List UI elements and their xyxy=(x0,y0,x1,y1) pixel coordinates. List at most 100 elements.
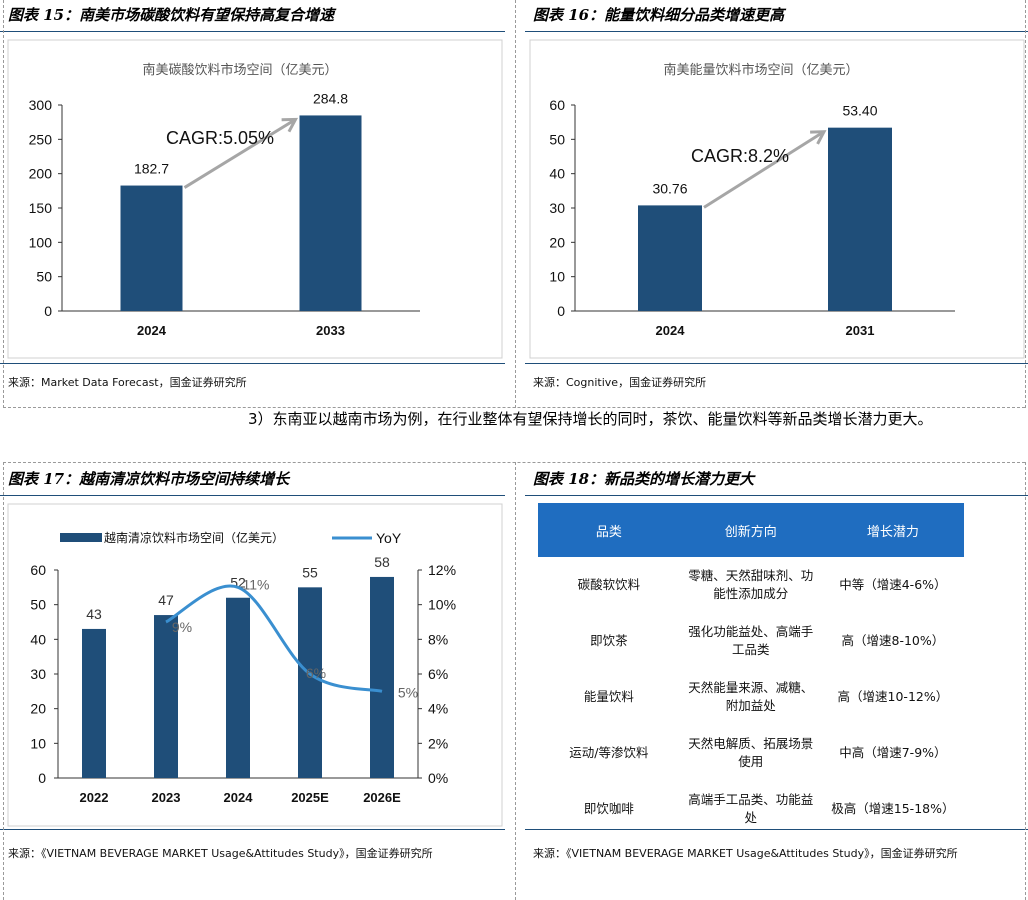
y-tick-label-left: 20 xyxy=(30,701,46,717)
y-tick-label: 20 xyxy=(549,234,565,250)
figure-15-title: 图表 15：南美市场碳酸饮料有望保持高复合增速 xyxy=(8,6,335,24)
y-tick-label-left: 40 xyxy=(30,631,46,647)
yoy-data-label: 9% xyxy=(172,619,192,635)
figure-16-chart: 南美能量饮料市场空间（亿美元） 0 10 20 30 40 50 60 30.76 2024 53.… xyxy=(529,39,1025,359)
y-tick-label-right: 12% xyxy=(428,562,456,578)
figure-17-title: 图表 17：越南清凉饮料市场空间持续增长 xyxy=(8,470,290,488)
table-row: 即饮茶 强化功能益处、高端手工品类 高（增速8-10%） xyxy=(538,613,964,669)
figure-16-source: 来源：Cognitive，国金证券研究所 xyxy=(533,376,707,389)
figure-17-panel: 图表 17：越南清凉饮料市场空间持续增长 越南清凉饮料市场空间（亿美元） YoY 0… xyxy=(0,462,505,900)
x-tick-label: 2022 xyxy=(80,790,109,805)
bar xyxy=(226,597,250,778)
y-tick-label: 40 xyxy=(549,166,565,182)
figure-16-top-rule xyxy=(525,31,1028,32)
y-tick-label-right: 4% xyxy=(428,701,448,717)
cagr-arrow-head xyxy=(281,117,299,133)
y-tick-label: 0 xyxy=(557,303,565,319)
plot-frame xyxy=(529,39,1025,359)
x-tick-label: 2023 xyxy=(152,790,181,805)
chart-title: 南美能量饮料市场空间（亿美元） xyxy=(663,62,858,77)
y-tick-label-left: 50 xyxy=(30,597,46,613)
figure-16-title: 图表 16：能量饮料细分品类增速更高 xyxy=(533,6,785,24)
legend-bar-swatch xyxy=(60,533,102,542)
cagr-annotation: CAGR:8.2% xyxy=(691,146,789,166)
figure-16-panel: 图表 16：能量饮料细分品类增速更高 南美能量饮料市场空间（亿美元） 0 10 20 3… xyxy=(525,0,1028,410)
cagr-annotation: CAGR:5.05% xyxy=(166,128,274,148)
x-tick-label: 2024 xyxy=(656,323,686,338)
yoy-data-label: 6% xyxy=(306,665,326,681)
y-tick-label: 0 xyxy=(44,303,52,319)
frame-bottom-top-line xyxy=(3,462,1025,463)
table-row: 运动/等渗饮料 天然电解质、拓展场景使用 中高（增速7-9%） xyxy=(538,725,964,781)
header-innovation: 创新方向 xyxy=(679,503,822,557)
cell-growth: 中高（增速7-9%） xyxy=(839,745,947,760)
y-tick-label: 100 xyxy=(29,234,53,250)
cell-innovation: 零糖、天然甜味剂、功能性添加成分 xyxy=(688,568,814,601)
header-growth: 增长潜力 xyxy=(821,503,964,557)
y-tick-label: 50 xyxy=(549,131,565,147)
chart-title: 南美碳酸饮料市场空间（亿美元） xyxy=(142,62,337,77)
y-tick-label: 60 xyxy=(549,97,565,113)
cell-growth: 中等（增速4-6%） xyxy=(839,577,947,592)
cagr-arrow-line xyxy=(183,118,297,189)
bar xyxy=(82,628,106,778)
cell-growth: 极高（增速15-18%） xyxy=(831,801,955,816)
frame-right-top xyxy=(1025,0,1026,408)
bar xyxy=(120,185,183,311)
header-category: 品类 xyxy=(538,503,680,557)
cell-category: 即饮茶 xyxy=(590,633,628,648)
y-tick-label-left: 0 xyxy=(38,770,46,786)
bar xyxy=(638,205,702,311)
yoy-data-label: 5% xyxy=(398,684,418,700)
bar xyxy=(154,615,178,778)
cell-category: 即饮咖啡 xyxy=(583,801,634,816)
y-tick-label: 10 xyxy=(549,269,565,285)
y-tick-label-right: 2% xyxy=(428,735,448,751)
figure-15-chart: 南美碳酸饮料市场空间（亿美元） 0 50 100 150 200 250 300 182.7 20… xyxy=(7,39,503,359)
figure-17-chart: 越南清凉饮料市场空间（亿美元） YoY 0 10 20 30 40 50 60 0% 2% 4% 6% 8… xyxy=(7,503,503,827)
figure-17-bottom-rule xyxy=(0,829,505,830)
figure-17-source: 来源：《VIETNAM BEVERAGE MARKET Usage&Attitu… xyxy=(8,847,433,860)
figure-18-top-rule xyxy=(525,495,1028,496)
x-tick-label: 2024 xyxy=(137,323,167,338)
figure-15-source: 来源：Market Data Forecast，国金证券研究所 xyxy=(8,376,247,389)
y-tick-label: 300 xyxy=(29,97,53,113)
frame-left-bottom xyxy=(3,462,4,900)
y-tick-label-left: 30 xyxy=(30,666,46,682)
cell-category: 能量饮料 xyxy=(583,689,634,704)
y-tick-label-left: 60 xyxy=(30,562,46,578)
cagr-arrow-head xyxy=(810,130,827,145)
y-tick-label: 250 xyxy=(29,131,53,147)
body-paragraph: 3）东南亚以越南市场为例，在行业整体有望保持增长的同时，茶饮、能量饮料等新品类增… xyxy=(248,410,933,428)
cell-innovation: 强化功能益处、高端手工品类 xyxy=(688,624,814,657)
cell-innovation: 天然能量来源、减糖、附加益处 xyxy=(688,680,814,713)
x-tick-label: 2025E xyxy=(291,790,329,805)
x-tick-label: 2026E xyxy=(363,790,401,805)
y-tick-label-right: 6% xyxy=(428,666,448,682)
figure-18-panel: 图表 18：新品类的增长潜力更大 来源：《VIETNAM BEVERAGE MA… xyxy=(525,462,1028,900)
plot-frame xyxy=(7,39,503,359)
table-row: 能量饮料 天然能量来源、减糖、附加益处 高（增速10-12%） xyxy=(538,669,964,725)
bar xyxy=(298,587,322,778)
frame-left-top xyxy=(3,0,4,408)
cell-category: 碳酸软饮料 xyxy=(577,577,641,592)
figure-16-bottom-rule xyxy=(525,363,1028,364)
cell-growth: 高（增速10-12%） xyxy=(837,689,949,704)
bar-data-label: 47 xyxy=(158,592,174,608)
data-label: 30.76 xyxy=(652,180,687,196)
data-label: 53.40 xyxy=(842,103,877,119)
y-tick-label-right: 8% xyxy=(428,631,448,647)
figure-15-bottom-rule xyxy=(0,363,505,364)
y-tick-label: 150 xyxy=(29,200,53,216)
bar xyxy=(370,576,394,778)
bar xyxy=(299,115,362,311)
frame-right-bottom xyxy=(1025,462,1026,900)
yoy-line xyxy=(165,584,383,693)
y-tick-label-right: 10% xyxy=(428,597,456,613)
x-tick-label: 2031 xyxy=(846,323,875,338)
bar-data-label: 55 xyxy=(302,564,318,580)
cell-innovation: 天然电解质、拓展场景使用 xyxy=(688,736,814,769)
plot-frame xyxy=(7,503,503,827)
cagr-arrow-line xyxy=(703,130,825,209)
y-tick-label-right: 0% xyxy=(428,770,448,786)
